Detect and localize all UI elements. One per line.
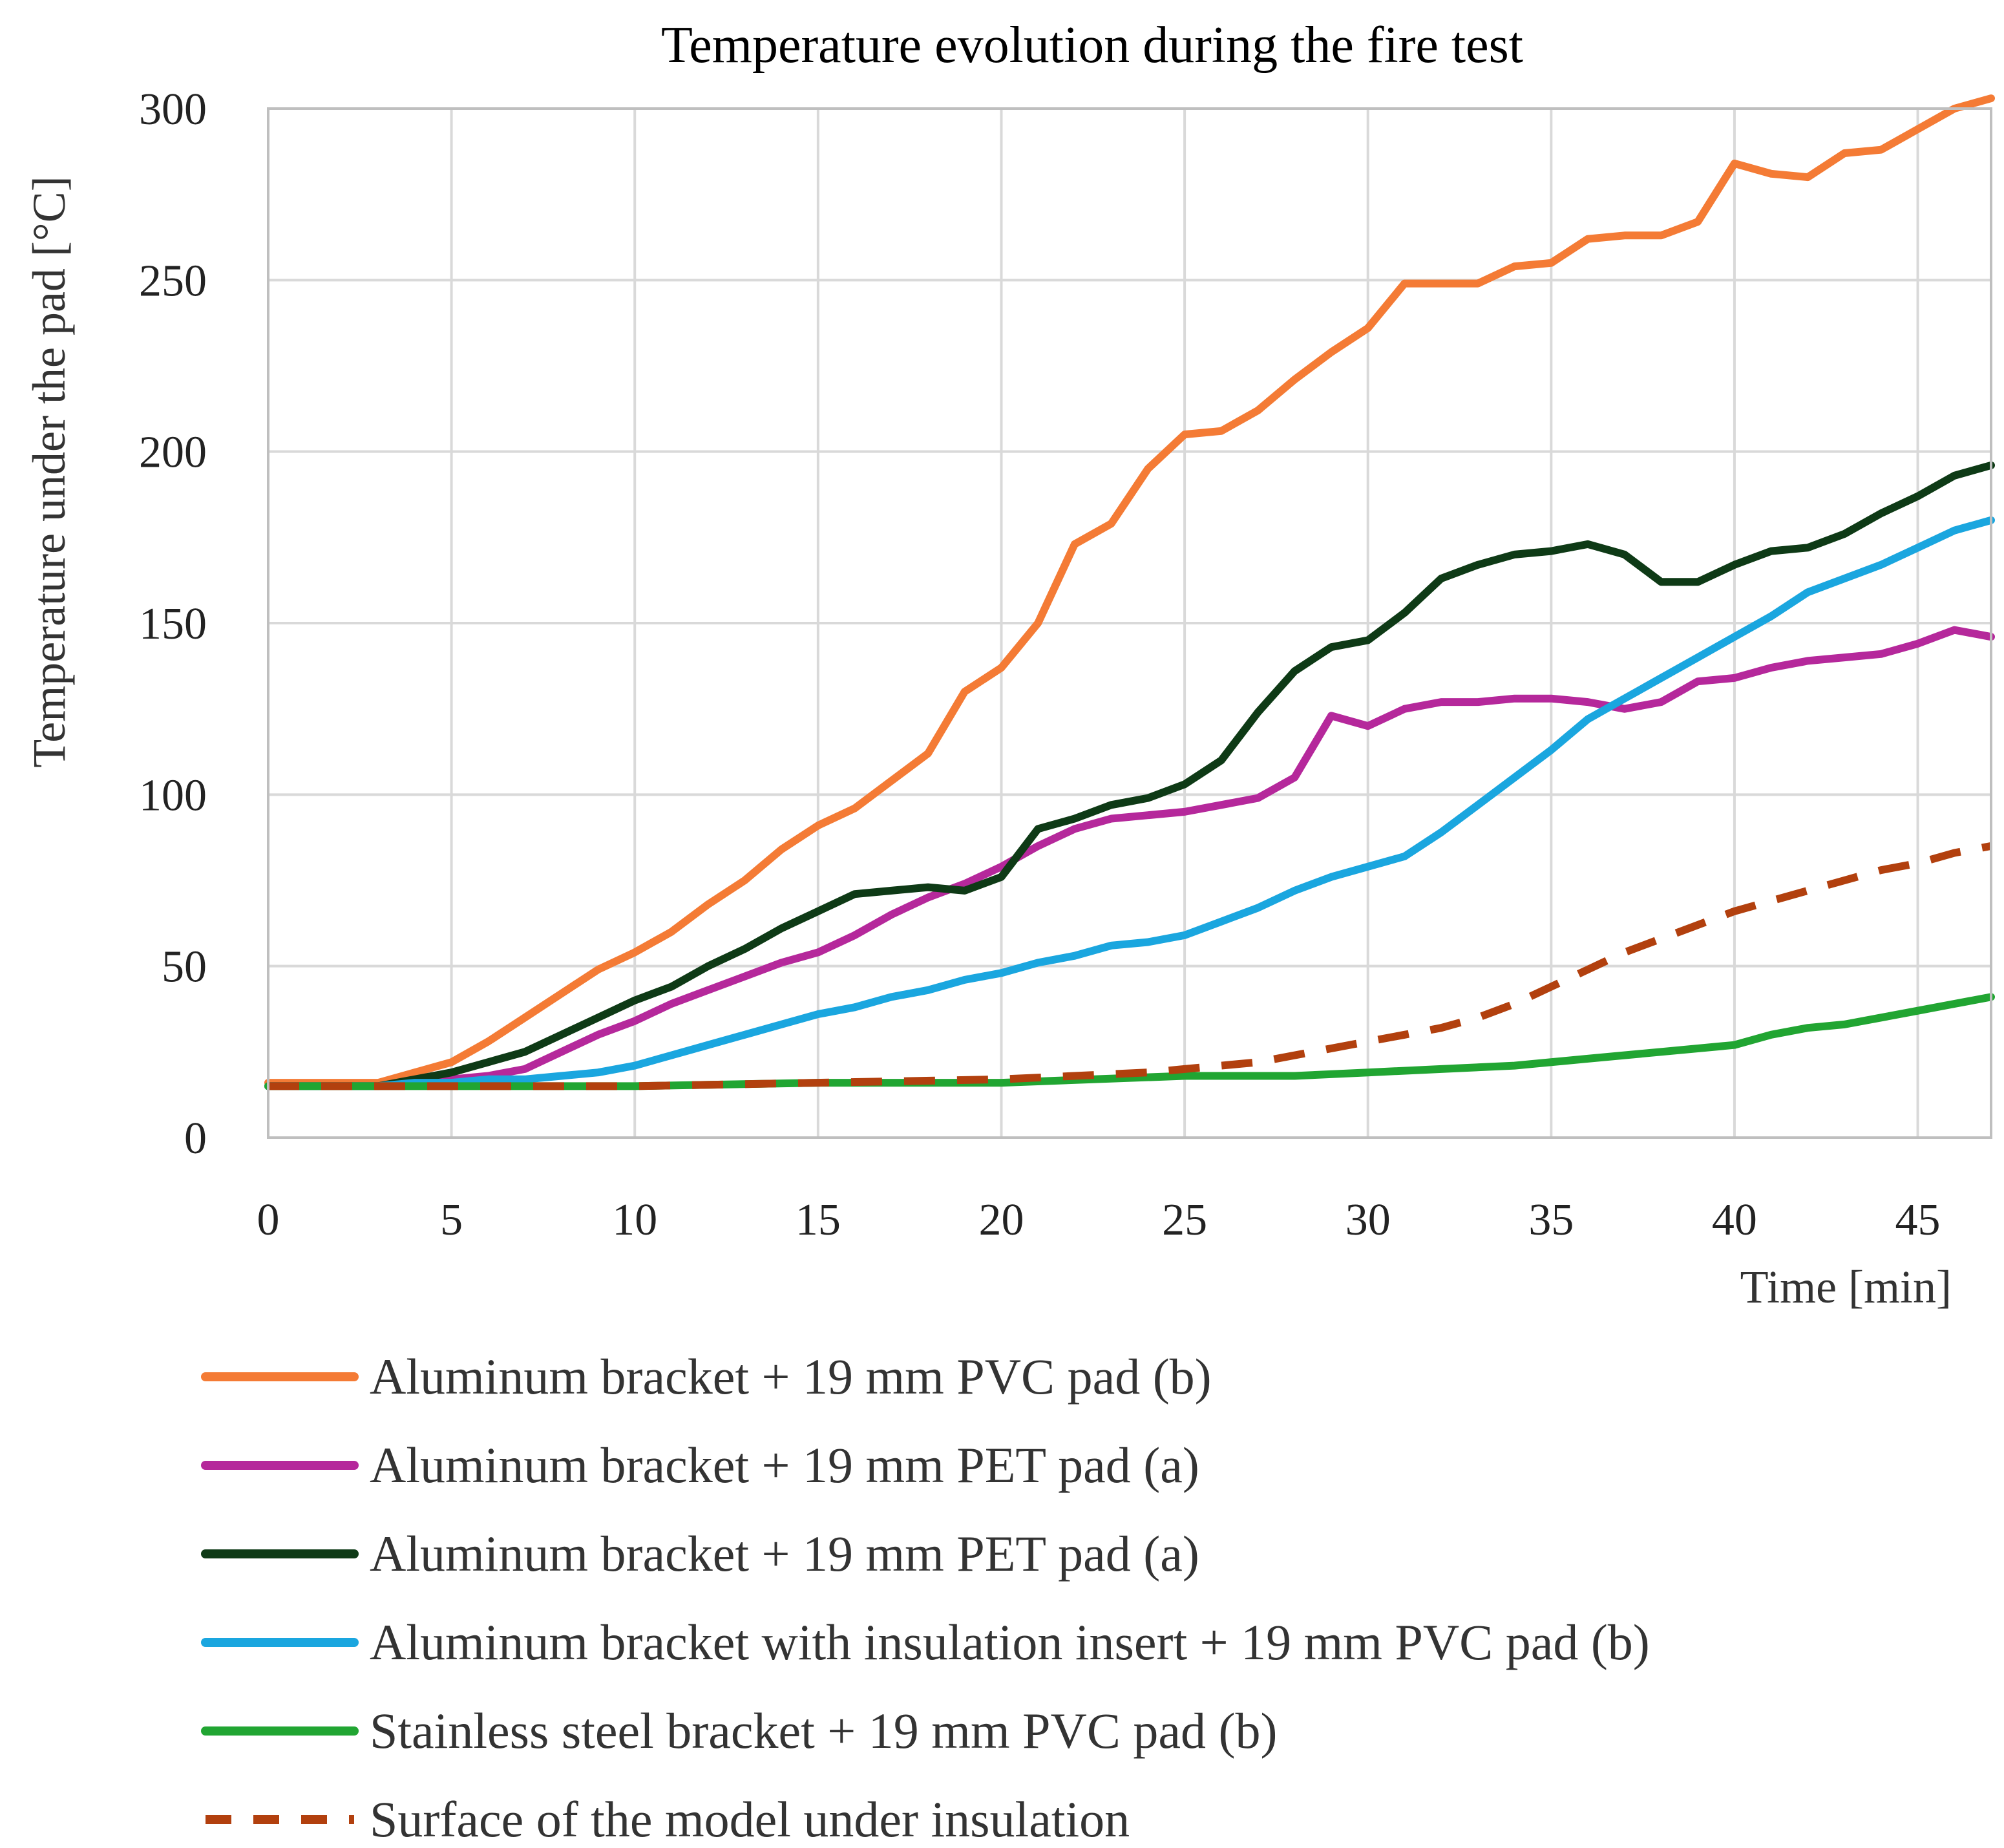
y-tick-label-50: 50 xyxy=(162,942,207,992)
series-line-4 xyxy=(264,516,1995,1090)
x-tick-label-30: 30 xyxy=(1345,1195,1391,1245)
legend-label-2: Aluminum bracket + 19 mm PET pad (a) xyxy=(370,1437,1199,1493)
y-tick-label-300: 300 xyxy=(139,85,207,134)
legend-label-6: Surface of the model under insulation xyxy=(370,1791,1130,1847)
plot-frame xyxy=(267,107,1992,1139)
legend-label-1: Aluminum bracket + 19 mm PVC pad (b) xyxy=(370,1348,1212,1405)
y-axis-label: Temperature under the pad [°C] xyxy=(23,176,75,767)
y-axis-ticks: 0 50 100 150 200 250 300 xyxy=(139,85,207,1163)
legend-label-3: Aluminum bracket + 19 mm PET pad (a) xyxy=(370,1525,1199,1582)
x-tick-label-40: 40 xyxy=(1712,1195,1757,1245)
x-axis-ticks: 0 5 10 15 20 25 30 35 40 45 xyxy=(257,1195,1941,1245)
series-line-2 xyxy=(264,626,1995,1090)
legend: Aluminum bracket + 19 mm PVC pad (b) Alum… xyxy=(201,1348,1650,1847)
chart-title: Temperature evolution during the fire te… xyxy=(661,17,1523,74)
x-tick-label-10: 10 xyxy=(612,1195,657,1245)
x-tick-label-20: 20 xyxy=(978,1195,1024,1245)
x-axis-label: Time [min] xyxy=(1740,1261,1952,1313)
x-tick-label-5: 5 xyxy=(440,1195,463,1245)
y-tick-label-250: 250 xyxy=(139,256,207,306)
legend-label-5: Stainless steel bracket + 19 mm PVC pad … xyxy=(370,1703,1277,1759)
x-tick-label-15: 15 xyxy=(796,1195,841,1245)
series-lines xyxy=(264,94,1995,1090)
series-line-3 xyxy=(264,461,1995,1090)
y-tick-label-100: 100 xyxy=(139,770,207,820)
x-tick-label-0: 0 xyxy=(257,1195,280,1245)
x-tick-label-35: 35 xyxy=(1528,1195,1574,1245)
series-line-6 xyxy=(268,842,1992,1090)
series-line-5 xyxy=(264,993,1995,1090)
series-line-1 xyxy=(264,94,1995,1087)
y-tick-label-150: 150 xyxy=(139,599,207,649)
legend-label-4: Aluminum bracket with insulation insert … xyxy=(370,1614,1650,1670)
y-tick-label-0: 0 xyxy=(184,1114,207,1163)
y-tick-label-200: 200 xyxy=(139,428,207,478)
x-tick-label-45: 45 xyxy=(1895,1195,1941,1245)
x-tick-label-25: 25 xyxy=(1162,1195,1207,1245)
